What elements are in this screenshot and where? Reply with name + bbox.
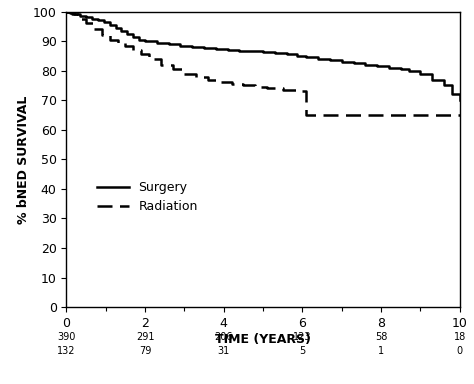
Surgery — [64, 9, 69, 14]
Radiation — [229, 82, 235, 86]
Surgery — [137, 34, 142, 39]
Radiation — [122, 40, 128, 45]
Text: 291: 291 — [136, 332, 155, 342]
Surgery — [137, 37, 142, 42]
Legend: Surgery, Radiation: Surgery, Radiation — [92, 176, 203, 218]
Surgery — [225, 48, 230, 52]
Radiation — [457, 113, 463, 118]
Line: Radiation: Radiation — [66, 12, 460, 115]
Text: 390: 390 — [57, 332, 75, 342]
Radiation — [303, 113, 309, 118]
Text: 79: 79 — [139, 346, 151, 356]
Radiation — [217, 77, 223, 82]
Surgery — [441, 77, 447, 82]
Text: 0: 0 — [457, 346, 463, 356]
Text: 18: 18 — [454, 332, 466, 342]
Surgery — [457, 98, 463, 103]
Surgery — [154, 39, 160, 43]
Text: 132: 132 — [57, 346, 76, 356]
Y-axis label: % bNED SURVIVAL: % bNED SURVIVAL — [17, 95, 30, 223]
Line: Surgery: Surgery — [66, 12, 460, 100]
Text: 123: 123 — [293, 332, 312, 342]
Text: 206: 206 — [214, 332, 233, 342]
Text: 31: 31 — [218, 346, 230, 356]
Surgery — [101, 20, 107, 24]
Radiation — [64, 9, 69, 14]
Radiation — [107, 33, 112, 38]
X-axis label: TIME (YEARS): TIME (YEARS) — [215, 333, 311, 346]
Text: 5: 5 — [299, 346, 306, 356]
Radiation — [122, 43, 128, 48]
Text: 1: 1 — [378, 346, 384, 356]
Radiation — [457, 113, 463, 118]
Text: 58: 58 — [375, 332, 387, 342]
